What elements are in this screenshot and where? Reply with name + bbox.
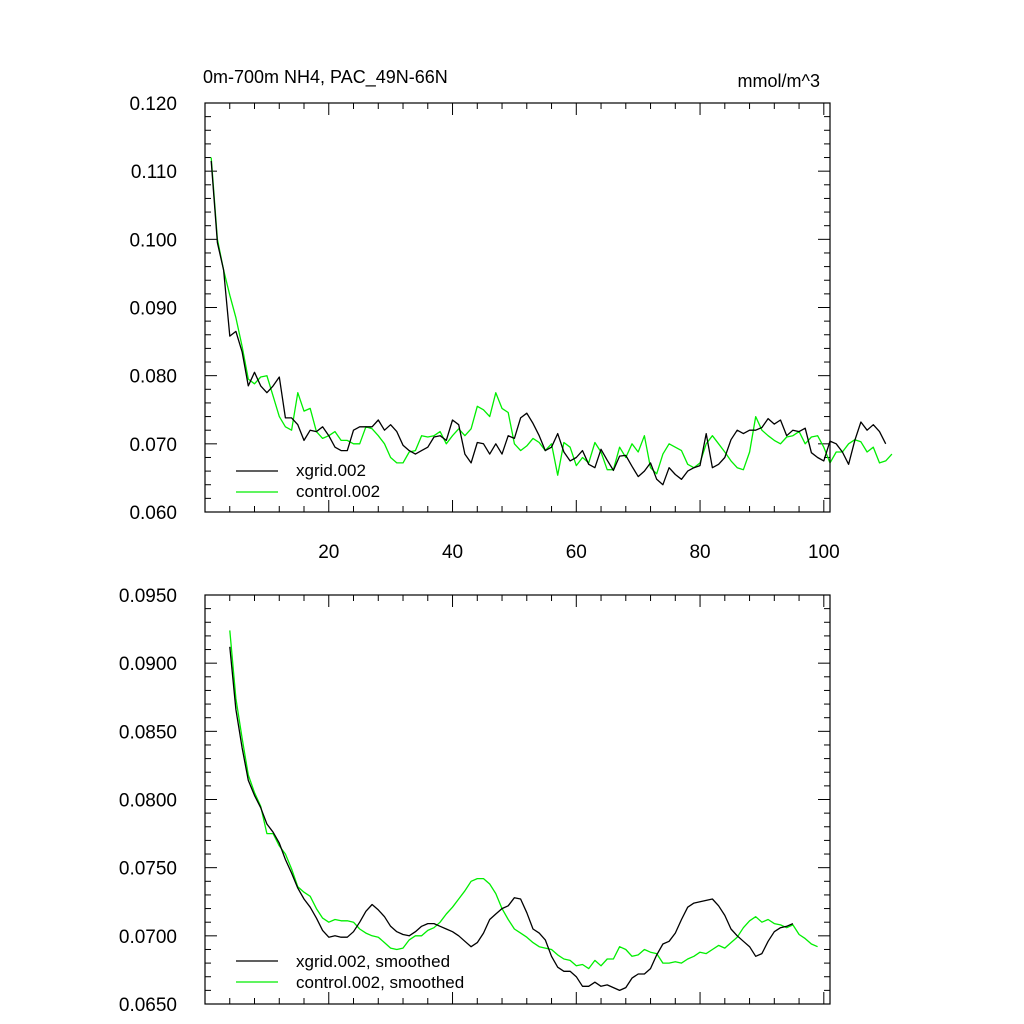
- y-tick-label: 0.0950: [119, 586, 177, 607]
- y-tick-label: 0.0650: [119, 995, 177, 1016]
- legend-label-control: control.002: [296, 482, 380, 501]
- chart-units-label: mmol/m^3: [738, 71, 820, 91]
- top-axis-tick-labels: 20 40 60 80 100 0.060 0.070 0.080 0.090 0.100 0.11…: [129, 94, 839, 563]
- top-chart: 0m-700m NH4, PAC_49N-66N mmol/m^3 20 40 60…: [129, 67, 893, 563]
- bottom-chart: 0.0650 0.0700 0.0750 0.0800 0.0850 0.0900 0.09…: [119, 586, 831, 1016]
- bottom-axis-ticks: [205, 594, 830, 1005]
- y-tick-label: 0.120: [129, 94, 177, 115]
- legend-label-control-smoothed: control.002, smoothed: [296, 973, 464, 992]
- chart-title-left: 0m-700m NH4, PAC_49N-66N: [203, 67, 448, 88]
- y-tick-label: 0.070: [129, 435, 177, 456]
- x-tick-label: 20: [318, 542, 339, 563]
- y-tick-label: 0.080: [129, 367, 177, 388]
- bottom-legend: xgrid.002, smoothed control.002, smoothe…: [236, 952, 464, 992]
- y-tick-label: 0.090: [129, 299, 177, 320]
- y-tick-label: 0.0850: [119, 722, 177, 743]
- bottom-series-layer: [229, 630, 818, 992]
- series-line-control-002-smoothed: [229, 630, 818, 970]
- series-line-xgrid-002-smoothed: [229, 646, 794, 992]
- y-tick-label: 0.0700: [119, 927, 177, 948]
- x-tick-label: 60: [566, 542, 587, 563]
- y-tick-label: 0.100: [129, 230, 177, 251]
- top-axis-ticks: [205, 102, 830, 513]
- y-tick-label: 0.0900: [119, 654, 177, 675]
- bottom-plot-frame: [204, 594, 831, 1005]
- x-tick-label: 40: [442, 542, 463, 563]
- y-tick-label: 0.110: [131, 162, 177, 183]
- top-legend: xgrid.002 control.002: [236, 461, 380, 501]
- x-tick-label: 100: [808, 542, 840, 563]
- series-line-xgrid-002: [210, 160, 887, 486]
- top-plot-frame: [204, 102, 831, 513]
- y-tick-label: 0.0800: [119, 791, 177, 812]
- legend-label-xgrid-smoothed: xgrid.002, smoothed: [296, 952, 450, 971]
- y-tick-label: 0.0750: [119, 859, 177, 880]
- y-tick-label: 0.060: [129, 503, 177, 524]
- x-tick-label: 80: [689, 542, 710, 563]
- legend-label-xgrid: xgrid.002: [296, 461, 366, 480]
- top-series-layer: [210, 157, 893, 486]
- series-line-control-002: [210, 157, 893, 476]
- bottom-axis-tick-labels: 0.0650 0.0700 0.0750 0.0800 0.0850 0.0900 0.09…: [119, 586, 177, 1016]
